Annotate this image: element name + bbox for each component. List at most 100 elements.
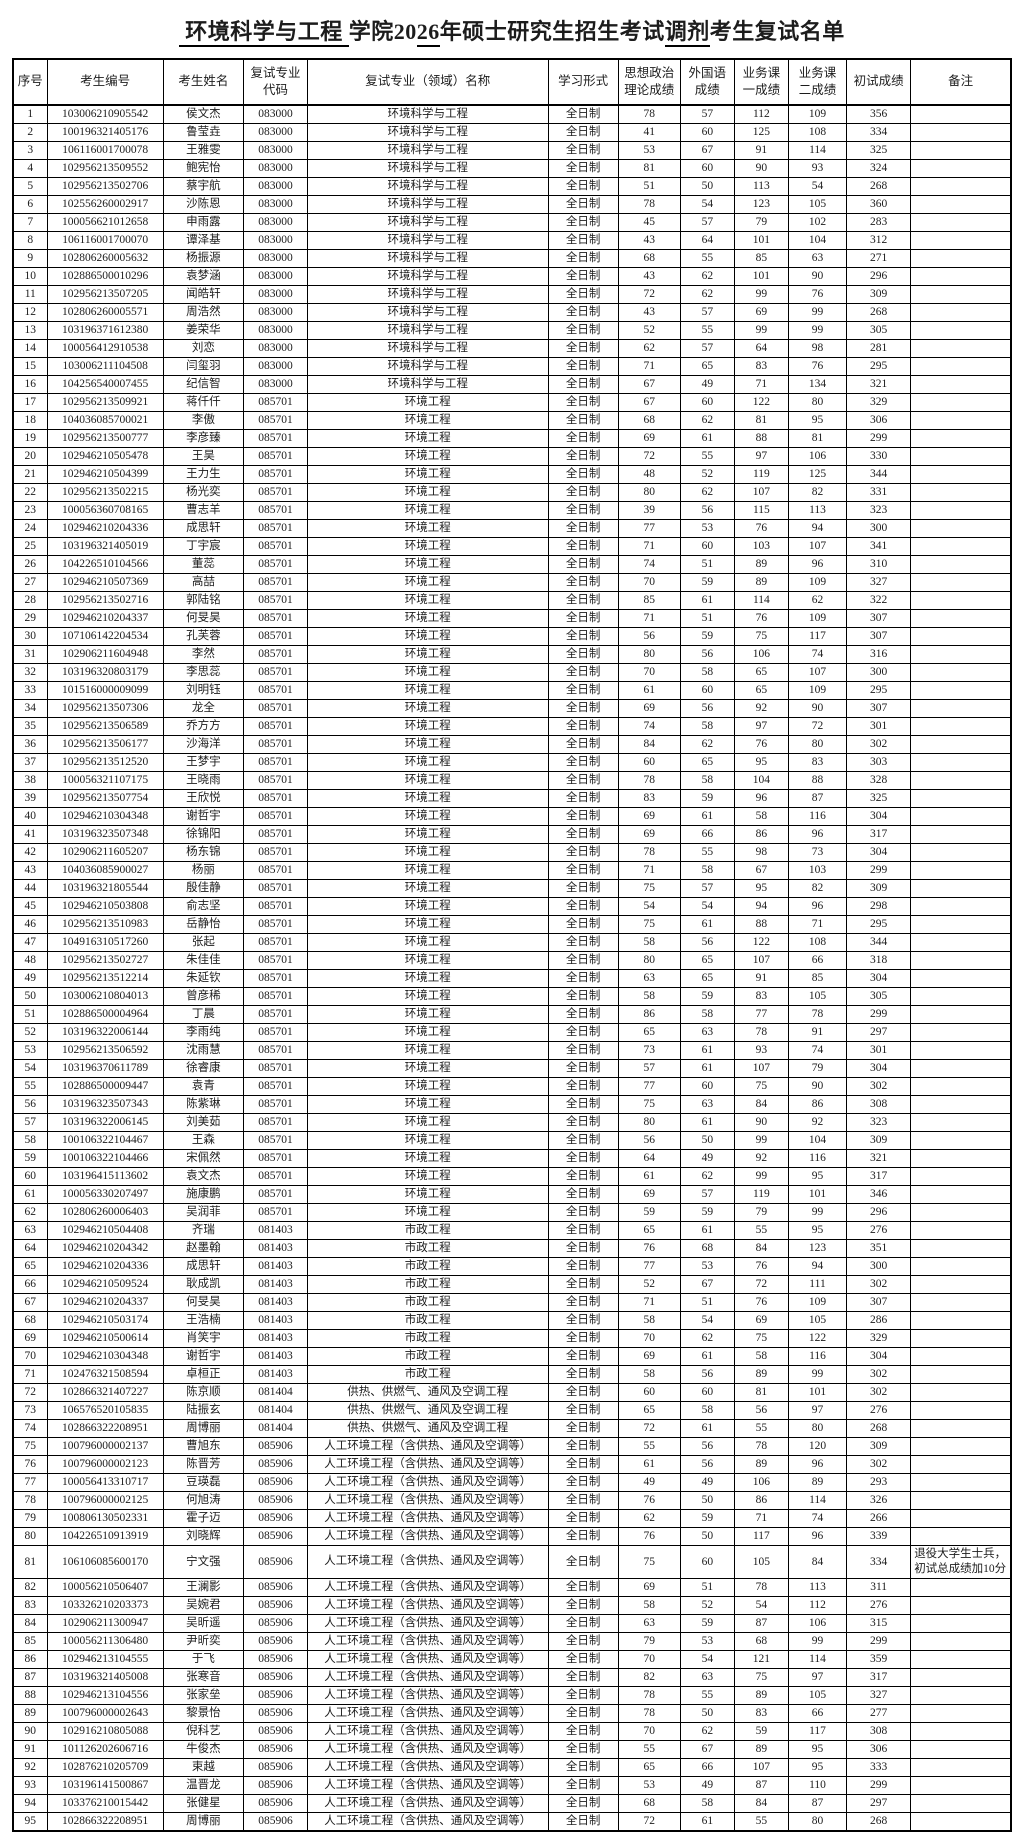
table-cell — [910, 1596, 1012, 1615]
table-cell: 57 — [12, 1113, 48, 1132]
table-cell: 102866322208951 — [46, 1419, 164, 1438]
table-cell: 李傲 — [162, 411, 244, 430]
table-cell: 95 — [787, 1221, 848, 1240]
table-cell: 308 — [846, 1095, 912, 1114]
table-cell: 085906 — [242, 1794, 309, 1813]
table-cell: 083000 — [242, 141, 309, 160]
table-cell: 67 — [617, 393, 681, 412]
column-header: 外国语 成绩 — [679, 58, 735, 106]
table-cell: 112 — [787, 1596, 848, 1615]
table-cell — [910, 1239, 1012, 1258]
table-cell: 全日制 — [547, 1167, 619, 1186]
table-cell: 57 — [679, 879, 735, 898]
table-cell: 刘晓辉 — [162, 1527, 244, 1546]
table-cell: 李然 — [162, 645, 244, 664]
table-cell: 62 — [679, 1329, 735, 1348]
table-cell: 全日制 — [547, 861, 619, 880]
table-cell: 全日制 — [547, 267, 619, 286]
table-cell: 80 — [617, 951, 681, 970]
table-cell: 90 — [733, 1113, 789, 1132]
table-cell: 103196321405008 — [46, 1668, 164, 1687]
table-cell: 袁梦涵 — [162, 267, 244, 286]
table-cell: 104 — [787, 231, 848, 250]
table-cell: 083000 — [242, 357, 309, 376]
table-cell: 085906 — [242, 1686, 309, 1705]
table-cell: 王梦宇 — [162, 753, 244, 772]
table-cell: 99 — [733, 1131, 789, 1150]
table-cell: 100056210506407 — [46, 1578, 164, 1597]
table-cell: 321 — [846, 375, 912, 394]
table-cell: 61 — [617, 1455, 681, 1474]
table-cell: 341 — [846, 537, 912, 556]
table-cell: 65 — [733, 681, 789, 700]
table-cell: 环境工程 — [307, 591, 549, 610]
table-cell: 14 — [12, 339, 48, 358]
table-row: 43 104036085900027 杨丽 085701 环境工程 全日制 71 58 67 10… — [12, 861, 1012, 880]
table-cell: 299 — [846, 429, 912, 448]
table-cell: 106116001700070 — [46, 231, 164, 250]
table-cell: 51 — [679, 555, 735, 574]
table-cell: 全日制 — [547, 1329, 619, 1348]
table-cell: 102 — [787, 213, 848, 232]
table-row: 75 100796000002137 曹旭东 085906 人工环境工程（含供热、通风及… — [12, 1437, 1012, 1456]
table-cell — [910, 1023, 1012, 1042]
table-cell: 296 — [846, 1203, 912, 1222]
table-cell — [910, 159, 1012, 178]
table-cell: 97 — [733, 447, 789, 466]
table-cell: 环境工程 — [307, 627, 549, 646]
table-cell: 123 — [787, 1239, 848, 1258]
table-cell: 58 — [12, 1131, 48, 1150]
table-cell: 328 — [846, 771, 912, 790]
table-cell: 王力生 — [162, 465, 244, 484]
table-cell: 全日制 — [547, 627, 619, 646]
table-cell: 环境工程 — [307, 771, 549, 790]
table-row: 49 102956213512214 朱延钦 085701 环境工程 全日制 63 65 91 8… — [12, 969, 1012, 988]
table-row: 81 106106085600170 宁文强 085906 人工环境工程（含供热、通风及… — [12, 1545, 1012, 1579]
table-cell: 339 — [846, 1527, 912, 1546]
table-cell: 306 — [846, 411, 912, 430]
table-cell: 103006210804013 — [46, 987, 164, 1006]
table-cell: 全日制 — [547, 1527, 619, 1546]
table-cell: 95 — [733, 753, 789, 772]
table-body: 1 103006210905542 侯文杰 083000 环境科学与工程 全日制 78 57 1… — [12, 104, 1012, 1832]
title-mid2: 年硕士研究生招生考试 — [439, 19, 665, 44]
table-cell: 102956213502716 — [46, 591, 164, 610]
table-cell: 55 — [617, 1437, 681, 1456]
table-cell: 82 — [12, 1578, 48, 1597]
table-cell: 55 — [679, 249, 735, 268]
table-cell: 王森 — [162, 1131, 244, 1150]
table-cell: 346 — [846, 1185, 912, 1204]
table-cell: 105 — [733, 1545, 789, 1579]
table-cell: 102906211300947 — [46, 1614, 164, 1633]
table-cell: 085701 — [242, 825, 309, 844]
table-cell — [910, 735, 1012, 754]
table-cell: 68 — [617, 249, 681, 268]
table-cell: 23 — [12, 501, 48, 520]
table-cell: 全日制 — [547, 933, 619, 952]
table-cell — [910, 1722, 1012, 1741]
table-cell: 人工环境工程（含供热、通风及空调等） — [307, 1437, 549, 1456]
table-cell: 60 — [679, 393, 735, 412]
table-cell: 79 — [787, 1059, 848, 1078]
table-cell: 102906211604948 — [46, 645, 164, 664]
table-cell: 80 — [787, 1419, 848, 1438]
table-cell: 309 — [846, 879, 912, 898]
table-cell: 083000 — [242, 104, 309, 124]
table-cell: 085906 — [242, 1812, 309, 1832]
table-cell: 陆振玄 — [162, 1401, 244, 1420]
table-cell: 全日制 — [547, 1419, 619, 1438]
table-cell: 91 — [733, 141, 789, 160]
table-cell: 全日制 — [547, 1794, 619, 1813]
table-cell: 卓桓正 — [162, 1365, 244, 1384]
table-cell: 71 — [733, 1509, 789, 1528]
table-cell — [910, 861, 1012, 880]
table-cell: 99 — [733, 1167, 789, 1186]
table-cell: 75 — [617, 915, 681, 934]
table-cell — [910, 933, 1012, 952]
table-cell: 67 — [12, 1293, 48, 1312]
table-cell: 78 — [617, 195, 681, 214]
table-cell: 环境工程 — [307, 1203, 549, 1222]
table-cell: 102946210304348 — [46, 807, 164, 826]
table-cell: 66 — [787, 951, 848, 970]
table-cell: 全日制 — [547, 501, 619, 520]
